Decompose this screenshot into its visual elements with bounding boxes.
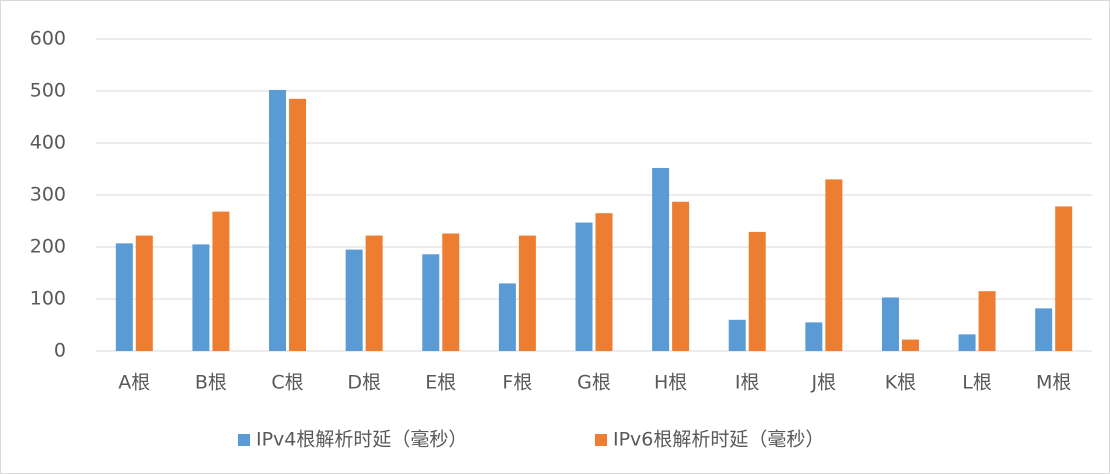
x-tick-label: I根 (735, 372, 760, 394)
bar (748, 231, 766, 351)
bar (978, 291, 996, 351)
x-tick-label: B根 (195, 372, 227, 394)
x-tick-label: E根 (425, 372, 456, 394)
bar (1055, 206, 1073, 351)
bar (115, 243, 133, 351)
y-tick-label: 500 (30, 80, 66, 102)
bar (269, 89, 287, 352)
x-tick-label: F根 (502, 372, 532, 394)
x-tick-label: G根 (577, 372, 611, 394)
y-tick-label: 300 (30, 184, 66, 206)
bar (825, 179, 843, 351)
bar (881, 297, 899, 351)
bar (289, 98, 307, 351)
bar (345, 249, 363, 351)
bar (1035, 308, 1053, 351)
legend-swatch (595, 434, 607, 446)
bar (212, 211, 230, 351)
bar (498, 283, 516, 351)
x-tick-label: D根 (347, 372, 381, 394)
bar (135, 235, 153, 351)
y-tick-label: 100 (30, 288, 66, 310)
x-tick-label: A根 (118, 372, 150, 394)
x-tick-label: J根 (811, 372, 837, 394)
bar (805, 322, 823, 351)
y-tick-label: 0 (54, 340, 66, 362)
x-tick-label: M根 (1036, 372, 1071, 394)
y-tick-label: 400 (30, 132, 66, 154)
legend-swatch (238, 434, 250, 446)
bar (575, 222, 593, 351)
y-tick-label: 200 (30, 236, 66, 258)
x-tick-label: L根 (962, 372, 992, 394)
bar (518, 235, 536, 351)
bar (422, 254, 440, 351)
x-tick-label: K根 (885, 372, 916, 394)
bar (901, 339, 919, 351)
x-tick-label: H根 (654, 372, 687, 394)
x-tick-label: C根 (271, 372, 303, 394)
bar (595, 213, 613, 351)
bar (672, 201, 690, 351)
bar (442, 233, 460, 351)
legend-label: IPv6根解析时延（毫秒） (613, 429, 824, 451)
bar (958, 334, 976, 351)
bar (728, 319, 746, 351)
bar (365, 235, 383, 351)
bar (652, 167, 670, 351)
bar (192, 244, 210, 351)
y-tick-label: 600 (30, 28, 66, 50)
legend-label: IPv4根解析时延（毫秒） (256, 429, 467, 451)
